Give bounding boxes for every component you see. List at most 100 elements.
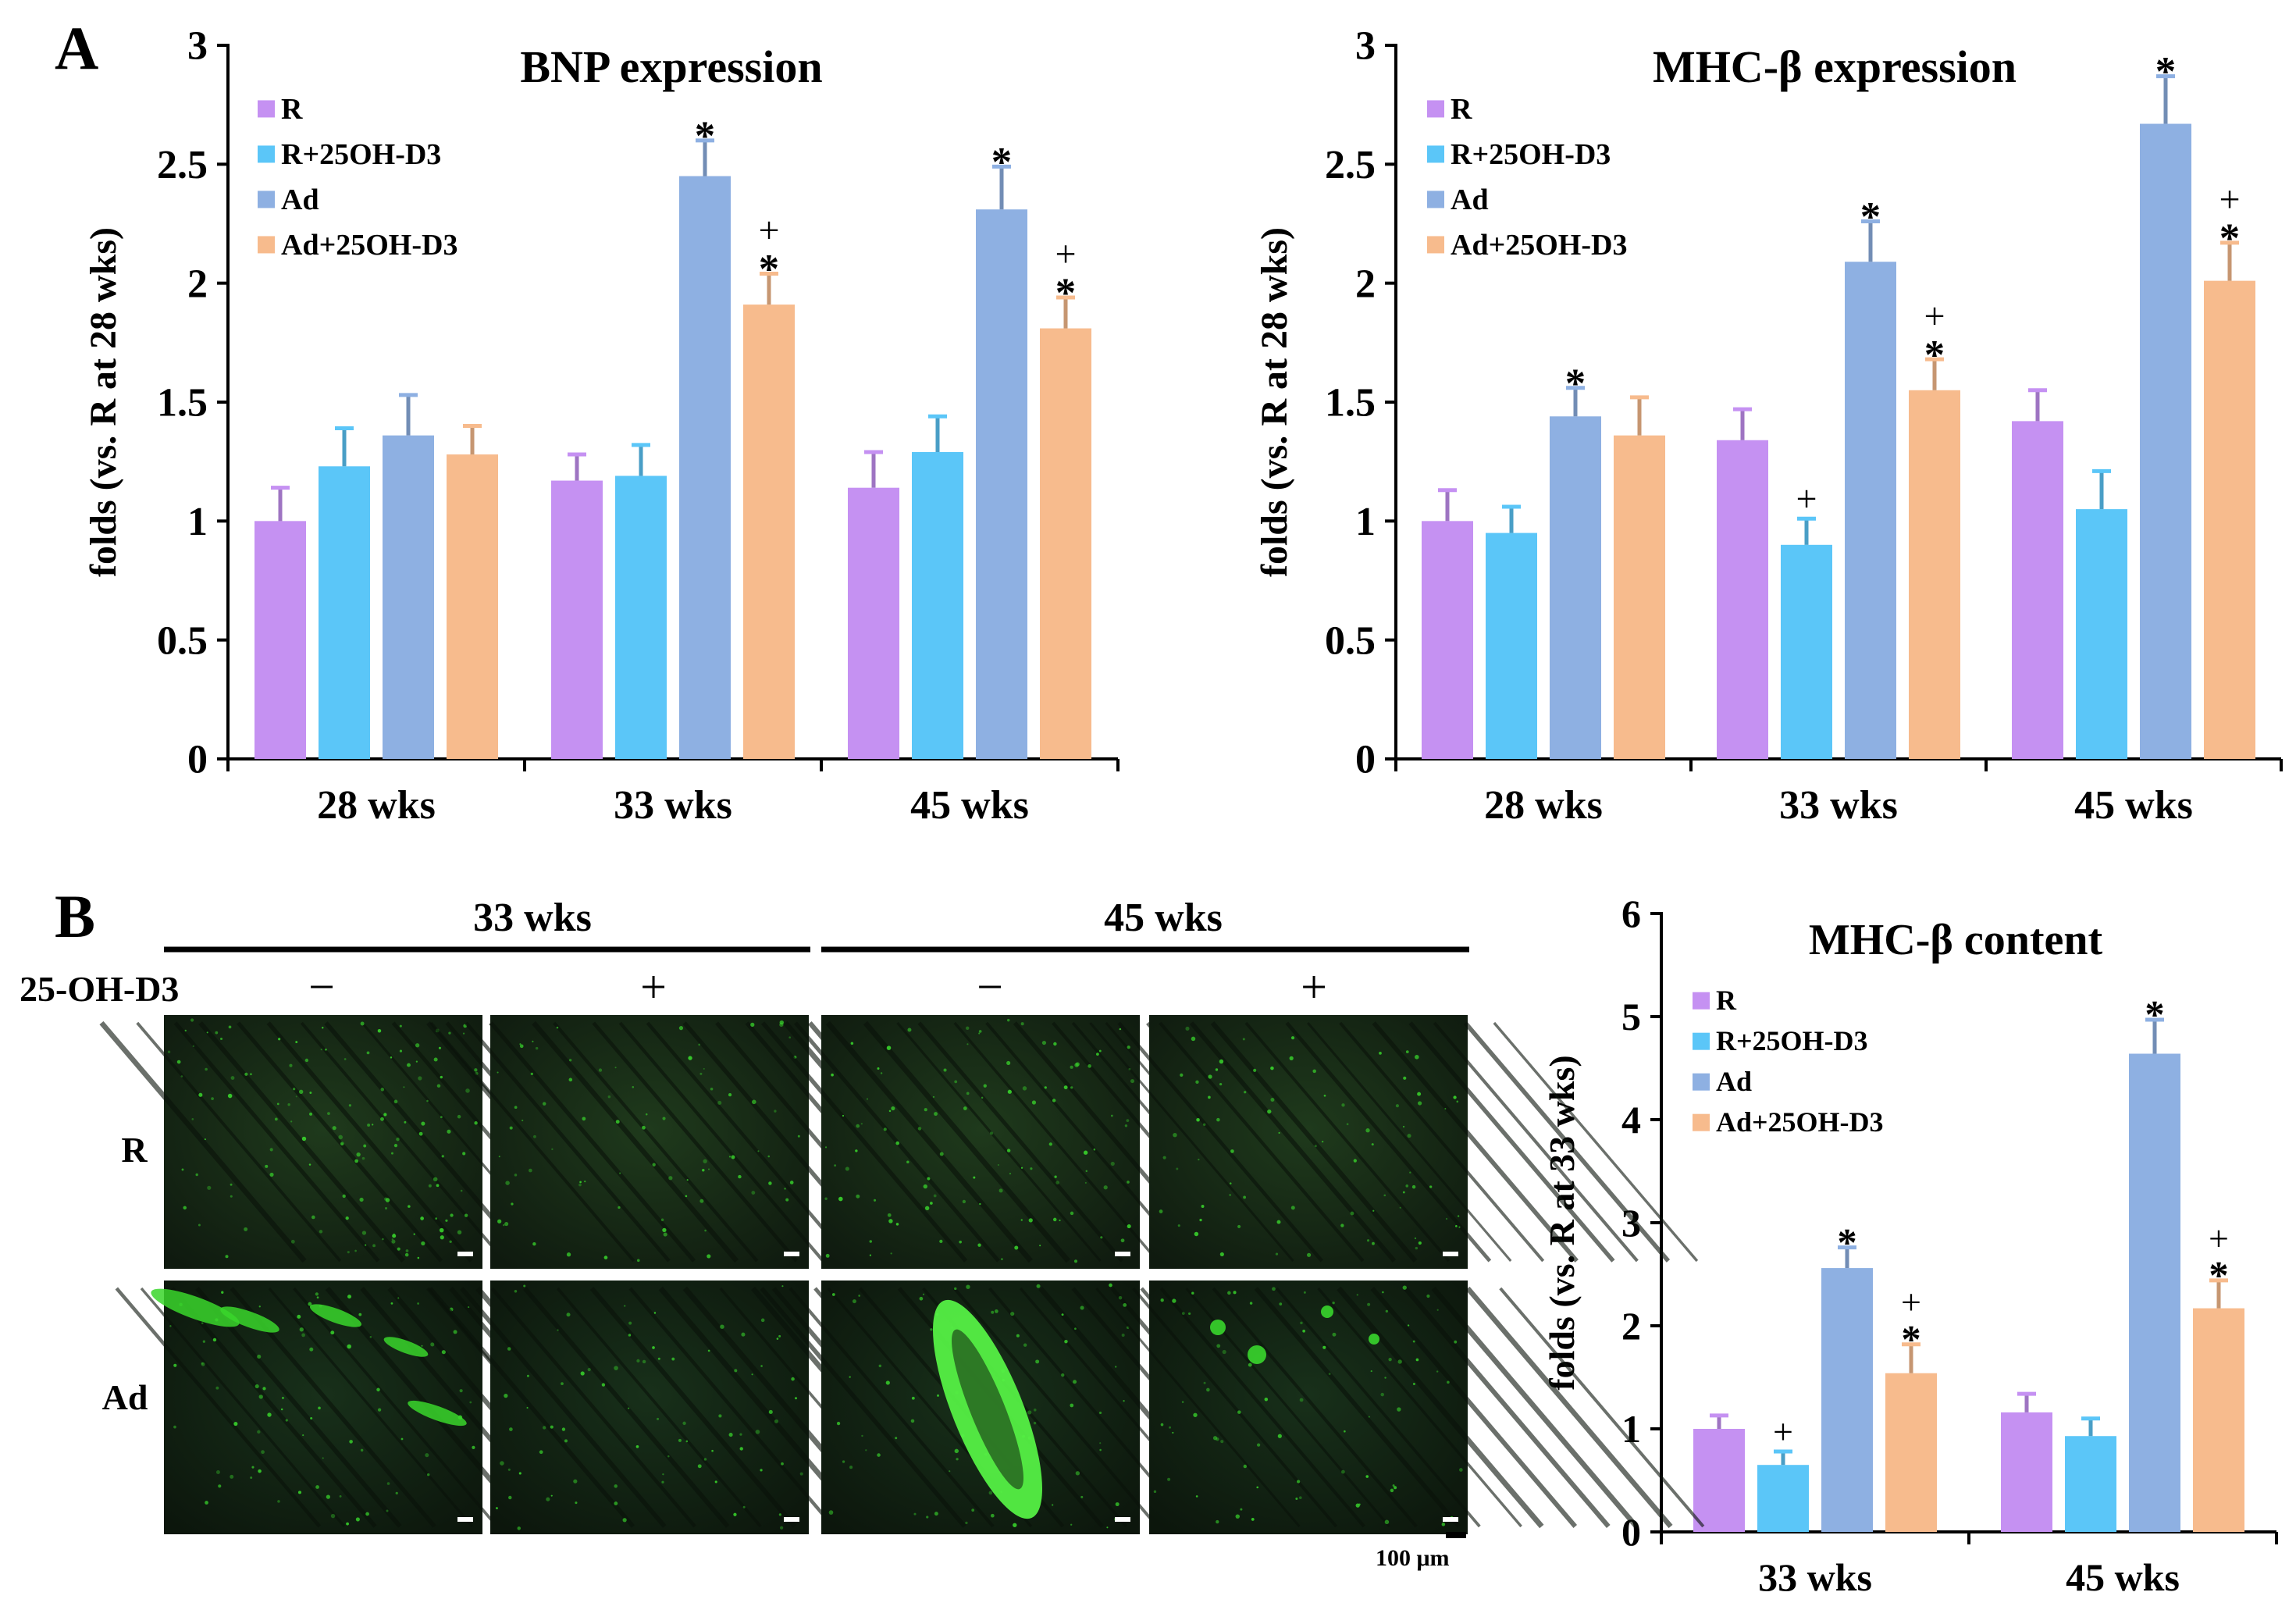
fluorescence-speckle bbox=[653, 1312, 657, 1314]
fluorescence-speckle bbox=[1064, 1339, 1068, 1344]
fluorescence-speckle bbox=[742, 1505, 746, 1508]
fluorescence-speckle bbox=[319, 1230, 323, 1234]
tile-scale-bar bbox=[1115, 1517, 1130, 1522]
legend-swatch bbox=[258, 145, 275, 163]
fluorescence-speckle bbox=[1177, 1224, 1180, 1227]
fluorescence-speckle bbox=[738, 1174, 742, 1179]
fluorescence-speckle bbox=[779, 1020, 784, 1025]
fiber-line bbox=[788, 1287, 995, 1528]
fluorescence-speckle bbox=[636, 1259, 640, 1263]
fluorescence-speckle bbox=[828, 1510, 834, 1515]
fluorescence-speckle bbox=[1397, 1407, 1401, 1412]
fluorescence-speckle bbox=[1127, 1181, 1130, 1184]
fluorescence-speckle bbox=[261, 1450, 265, 1455]
fluorescence-speckle bbox=[781, 1285, 784, 1288]
fluorescence-speckle bbox=[469, 1401, 472, 1404]
fluorescence-speckle bbox=[949, 1470, 951, 1473]
fluorescence-speckle bbox=[1390, 1488, 1394, 1493]
fluorescence-speckle bbox=[614, 1366, 618, 1370]
fluorescence-speckle bbox=[667, 1455, 670, 1458]
micrograph-tiles bbox=[99, 1015, 1705, 1534]
fluorescence-speckle bbox=[1006, 1149, 1011, 1152]
fluorescence-speckle bbox=[1379, 1052, 1382, 1055]
fluorescence-speckle bbox=[703, 1458, 707, 1461]
fluorescence-speckle bbox=[1180, 1073, 1184, 1077]
fluorescence-speckle bbox=[886, 1045, 892, 1050]
tile-scale-bar bbox=[784, 1252, 799, 1256]
fiber-line bbox=[195, 1287, 402, 1528]
fluorescence-speckle bbox=[282, 1396, 284, 1399]
fiber-line bbox=[428, 1287, 635, 1528]
fluorescence-speckle bbox=[514, 1106, 518, 1110]
fluorescence-speckle bbox=[988, 1491, 993, 1495]
fluorescence-speckle bbox=[365, 1244, 367, 1246]
fluorescence-speckle bbox=[433, 1177, 438, 1182]
fluorescence-speckle bbox=[781, 1462, 784, 1466]
fluorescence-speckle bbox=[347, 1251, 350, 1254]
fluorescence-speckle bbox=[230, 1195, 233, 1198]
fluorescence-speckle bbox=[1322, 1345, 1326, 1349]
fluorescence-speckle bbox=[427, 1473, 430, 1476]
fluorescence-speckle bbox=[741, 1332, 746, 1337]
y-tick-label: 6 bbox=[1621, 892, 1641, 935]
fluorescence-speckle bbox=[1216, 1519, 1219, 1524]
fluorescence-speckle bbox=[395, 1491, 398, 1494]
fluorescence-speckle bbox=[1016, 1334, 1020, 1338]
fiber-line bbox=[170, 1287, 377, 1528]
fluorescence-speckle bbox=[453, 1330, 457, 1334]
fluorescence-speckle bbox=[382, 1238, 384, 1241]
fluorescence-speckle bbox=[359, 1197, 364, 1202]
fluorescence-speckle bbox=[1394, 1486, 1397, 1490]
fluorescence-speckle bbox=[514, 1174, 518, 1177]
fluorescence-speckle bbox=[1208, 1074, 1212, 1079]
fluorescence-speckle bbox=[1216, 1344, 1221, 1348]
x-tick-label: 45 wks bbox=[910, 783, 1029, 828]
fluorescence-speckle bbox=[1044, 1086, 1047, 1089]
y-tick-label: 1.5 bbox=[1325, 381, 1376, 426]
fluorescence-speckle bbox=[339, 1494, 342, 1498]
fluorescence-patch bbox=[383, 1337, 429, 1357]
fluorescence-speckle bbox=[849, 1376, 851, 1378]
fluorescence-speckle bbox=[1279, 1302, 1283, 1305]
fluorescence-speckle bbox=[1365, 1128, 1370, 1133]
fluorescence-speckle bbox=[913, 1512, 917, 1516]
fluorescence-speckle bbox=[1411, 1184, 1416, 1189]
fluorescence-speckle bbox=[393, 1099, 398, 1104]
legend-swatch bbox=[1427, 236, 1444, 254]
fluorescence-speckle bbox=[1444, 1107, 1447, 1110]
fluorescence-speckle bbox=[566, 1252, 571, 1257]
y-tick-label: 1 bbox=[1355, 500, 1376, 544]
scale-bar-label: 100 μm bbox=[1376, 1545, 1450, 1571]
fluorescence-speckle bbox=[1412, 1382, 1415, 1385]
fluorescence-speckle bbox=[1332, 1301, 1335, 1305]
fluorescence-speckle bbox=[718, 1414, 722, 1418]
fluorescence-speckle bbox=[575, 1501, 578, 1505]
fluorescence-speckle bbox=[891, 1106, 895, 1111]
fluorescence-speckle bbox=[228, 1025, 232, 1029]
fluorescence-speckle bbox=[890, 1252, 892, 1255]
fiber-line bbox=[592, 1021, 799, 1263]
fluorescence-speckle bbox=[752, 1099, 756, 1105]
fluorescence-speckle bbox=[939, 1152, 944, 1156]
fluorescence-speckle bbox=[363, 1144, 367, 1148]
fluorescence-speckle bbox=[838, 1196, 843, 1202]
fluorescence-speckle bbox=[776, 1338, 779, 1340]
fluorescence-speckle bbox=[662, 1117, 666, 1120]
fluorescence-speckle bbox=[1235, 1514, 1240, 1519]
fluorescence-speckle bbox=[1417, 1101, 1422, 1106]
fluorescence-speckle bbox=[330, 1513, 336, 1519]
significance-mark: * bbox=[695, 113, 715, 159]
tile-scale-bar bbox=[457, 1252, 473, 1256]
fluorescence-speckle bbox=[1275, 1252, 1279, 1256]
y-axis-label: folds (vs. R at 33 wks) bbox=[1542, 1055, 1582, 1390]
y-tick-label: 0.5 bbox=[1325, 618, 1376, 663]
bar bbox=[255, 521, 306, 759]
significance-mark: * bbox=[1565, 361, 1586, 406]
fluorescence-speckle bbox=[1093, 1148, 1096, 1151]
fluorescence-speckle bbox=[415, 1043, 420, 1048]
y-tick-label: 5 bbox=[1621, 995, 1641, 1038]
fluorescence-speckle bbox=[1341, 1103, 1345, 1107]
fluorescence-speckle bbox=[1384, 1519, 1390, 1525]
fluorescence-speckle bbox=[292, 1088, 296, 1091]
fiber-line bbox=[1317, 1287, 1522, 1528]
